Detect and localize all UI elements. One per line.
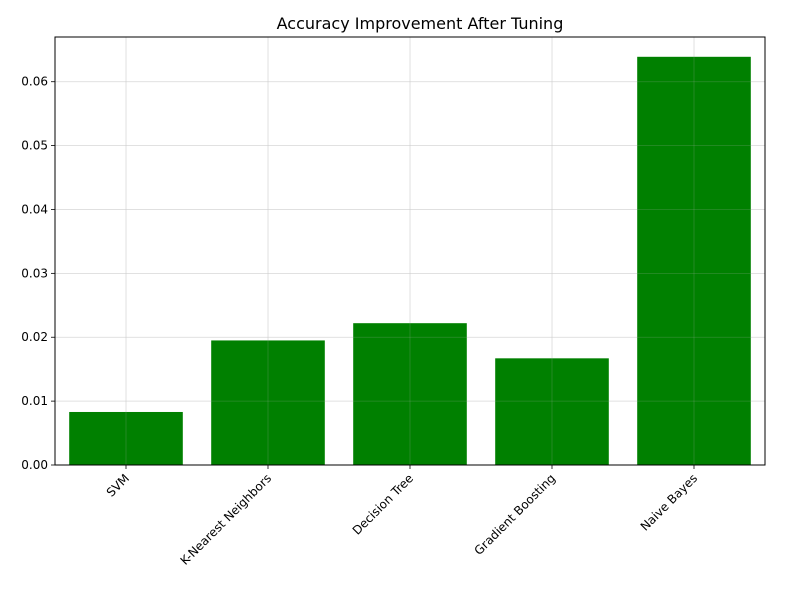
x-tick-label: K-Nearest Neighbors (178, 471, 275, 568)
x-tick-label: Decision Tree (350, 471, 416, 537)
bars (55, 37, 765, 466)
x-tick-label: Gradient Boosting (472, 471, 559, 558)
bar-decision-tree (353, 323, 467, 465)
bar-naive-bayes (637, 56, 751, 466)
bar-k-nearest-neighbors (211, 340, 325, 465)
y-tick-label: 0.06 (21, 75, 48, 89)
x-tick-label: Naive Bayes (638, 471, 700, 533)
y-tick-label: 0.04 (21, 202, 48, 216)
bar-svm (69, 411, 183, 465)
plot-frame (54, 36, 766, 466)
bar-gradient-boosting (495, 358, 609, 465)
y-tick-label: 0.00 (21, 458, 48, 472)
y-tick-label: 0.02 (21, 330, 48, 344)
y-tick-label: 0.01 (21, 394, 48, 408)
y-tick-label: 0.03 (21, 266, 48, 280)
chart-title: Accuracy Improvement After Tuning (277, 14, 564, 33)
x-tick-label: SVM (104, 471, 132, 499)
y-tick-label: 0.05 (21, 139, 48, 153)
